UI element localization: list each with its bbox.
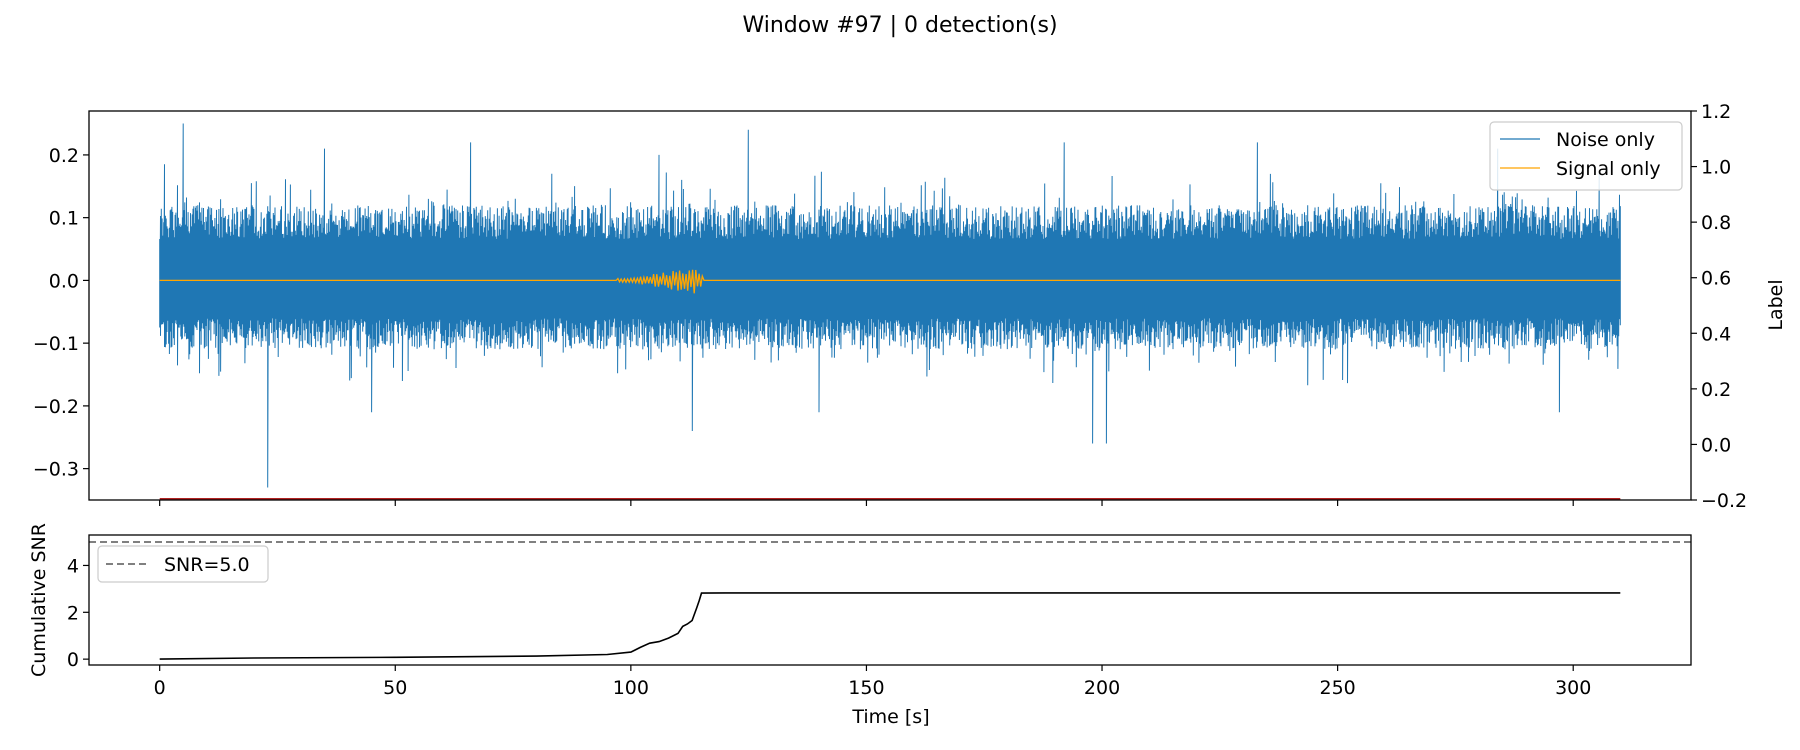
- bottom-xaxis: 0 50 100 150 200 250 300: [154, 665, 1591, 699]
- top-ytick-label: 0.2: [49, 145, 79, 167]
- cumulative-snr-line: [159, 592, 1621, 660]
- right-ytick-label: 1.0: [1701, 157, 1731, 179]
- bottom-ytick-label: 2: [67, 602, 79, 624]
- bottom-xtick-label: 150: [848, 677, 884, 699]
- legend-signal-label: Signal only: [1556, 158, 1661, 180]
- bottom-legend-box: [97, 545, 269, 583]
- right-ytick-label: 1.2: [1701, 101, 1731, 123]
- bottom-legend: SNR=5.0: [97, 545, 269, 583]
- bottom-plot-frame: [88, 534, 1692, 666]
- right-ytick-label: 0.4: [1701, 323, 1731, 345]
- right-ytick-label: 0.2: [1701, 379, 1731, 401]
- top-xaxis: [159, 500, 1574, 506]
- right-ytick-label: 0.8: [1701, 212, 1731, 234]
- legend-snr-label: SNR=5.0: [164, 554, 250, 576]
- figure-title: Window #97 | 0 detection(s): [742, 13, 1057, 38]
- right-ytick-label: 0.0: [1701, 434, 1731, 456]
- bottom-xtick-label: 100: [613, 677, 649, 699]
- top-ytick-label: 0.1: [49, 208, 79, 230]
- top-plot-frame: [88, 110, 1692, 501]
- bottom-xtick-label: 300: [1555, 677, 1591, 699]
- bottom-xtick-label: 50: [383, 677, 407, 699]
- top-ytick-label: −0.3: [33, 459, 79, 481]
- bottom-yaxis: 4 2 0: [67, 555, 89, 671]
- bottom-ytick-label: 4: [67, 555, 79, 577]
- top-plot-data: [159, 123, 1621, 500]
- x-axis-label: Time [s]: [851, 706, 929, 728]
- bottom-y-axis-label: Cumulative SNR: [28, 523, 50, 677]
- top-ytick-label: 0.0: [49, 270, 79, 292]
- top-plot-panel: 0.2 0.1 0.0 −0.1 −0.2 −0.3 1.2 1.0 0.8 0.6 0.4 0.2…: [33, 101, 1787, 512]
- bottom-xtick-label: 0: [154, 677, 166, 699]
- bottom-xtick-label: 250: [1319, 677, 1355, 699]
- top-ytick-label: −0.2: [33, 396, 79, 418]
- top-right-yaxis: 1.2 1.0 0.8 0.6 0.4 0.2 0.0 −0.2: [1691, 101, 1747, 512]
- right-axis-label: Label: [1765, 279, 1787, 330]
- right-ytick-label: −0.2: [1701, 490, 1747, 512]
- top-legend: Noise only Signal only: [1489, 121, 1683, 191]
- top-left-yaxis: 0.2 0.1 0.0 −0.1 −0.2 −0.3: [33, 145, 89, 481]
- noise-trace: [159, 123, 1621, 488]
- legend-noise-label: Noise only: [1556, 129, 1655, 151]
- bottom-plot-panel: 4 2 0 0 50 100 150 200 250 300 Time [s] Cumulati…: [28, 523, 1692, 728]
- signal-trace: [159, 269, 1621, 294]
- bottom-plot-data: [89, 541, 1691, 660]
- bottom-xtick-label: 200: [1084, 677, 1120, 699]
- bottom-ytick-label: 0: [67, 649, 79, 671]
- right-ytick-label: 0.6: [1701, 268, 1731, 290]
- top-ytick-label: −0.1: [33, 333, 79, 355]
